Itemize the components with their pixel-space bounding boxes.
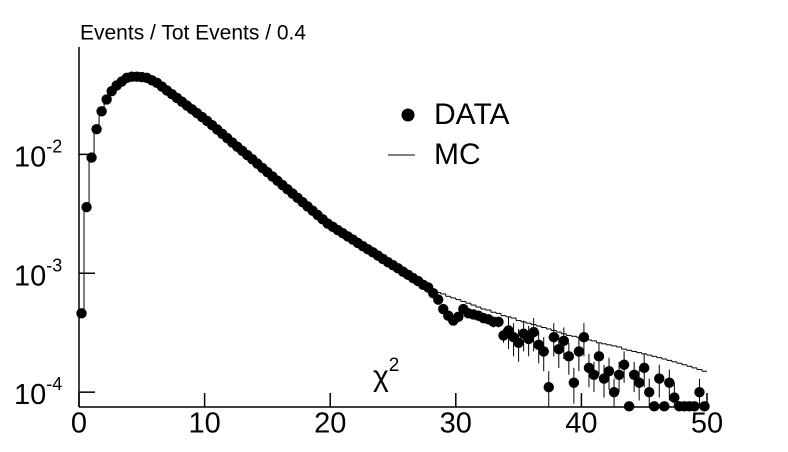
annotation-text: χ (373, 360, 389, 393)
data-point (639, 362, 650, 374)
x-tick-label: 40 (565, 408, 597, 440)
chart-title: Events / Tot Events / 0.4 (80, 22, 306, 45)
data-point (538, 346, 549, 357)
legend-marker (401, 108, 415, 122)
data-point (633, 377, 645, 388)
data-point (453, 311, 464, 323)
data-point (618, 359, 630, 370)
data-point (588, 369, 600, 380)
data-point (493, 316, 504, 328)
data-point (628, 369, 640, 380)
y-tick-label: 10-3 (14, 255, 62, 292)
annotation-sup: 2 (389, 355, 400, 376)
data-point (558, 335, 570, 347)
data-point (593, 351, 605, 362)
data-point (654, 373, 665, 384)
legend-label: DATA (434, 98, 510, 131)
data-point (699, 401, 710, 412)
data-point (433, 294, 444, 305)
y-tick-label: 10-4 (14, 374, 62, 411)
data-point (613, 369, 625, 380)
y-tick-label: 10-2 (14, 136, 62, 173)
y-tick-exponent: -3 (46, 255, 62, 275)
data-point (608, 386, 620, 398)
x-tick-label: 50 (691, 408, 723, 440)
data-point (528, 326, 539, 338)
annotation: χ2 (373, 355, 399, 393)
y-tick-base: 10 (14, 379, 46, 411)
y-tick-base: 10 (14, 141, 46, 173)
data-point (598, 373, 610, 384)
y-tick-exponent: -4 (46, 374, 62, 394)
data-point (644, 386, 655, 398)
data-point (664, 377, 675, 388)
data-point (659, 401, 670, 412)
y-tick-base: 10 (14, 260, 46, 292)
data-point (563, 351, 575, 362)
x-tick-label: 10 (188, 408, 220, 440)
data-point (573, 346, 585, 357)
data-point (694, 386, 705, 398)
data-point (689, 401, 700, 412)
x-tick-label: 0 (71, 408, 87, 440)
data-point (553, 343, 564, 355)
data-point (543, 382, 554, 393)
legend-label: MC (434, 138, 481, 171)
x-tick-label: 30 (440, 408, 472, 440)
data-point (623, 401, 635, 412)
data-point (568, 377, 580, 388)
x-tick-label: 20 (314, 408, 346, 440)
data-point (513, 337, 524, 349)
data-point (548, 331, 559, 343)
y-tick-exponent: -2 (46, 136, 62, 156)
data-point (669, 392, 680, 403)
data-point (603, 366, 615, 377)
data-point (649, 401, 660, 412)
